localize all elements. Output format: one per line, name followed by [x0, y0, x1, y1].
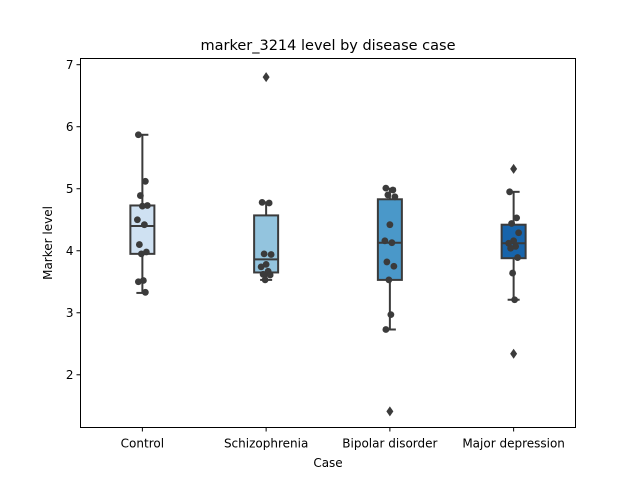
- data-point: [135, 241, 143, 248]
- y-tick-label: 5: [66, 182, 74, 196]
- data-point: [267, 251, 275, 258]
- data-point: [508, 220, 516, 227]
- outlier-marker: [386, 406, 394, 417]
- data-point: [137, 250, 145, 258]
- x-tick-label: Control: [121, 437, 164, 451]
- x-tick-label: Schizophrenia: [224, 437, 308, 451]
- data-point: [507, 244, 515, 252]
- data-point: [141, 288, 149, 296]
- data-point: [383, 258, 391, 266]
- data-point: [257, 263, 265, 271]
- box: [129, 204, 156, 255]
- x-axis: Control Schizophrenia Bipolar disorder Majo…: [121, 427, 565, 451]
- boxes-layer: [129, 72, 527, 417]
- data-point: [384, 191, 392, 199]
- box-group: [253, 72, 280, 281]
- data-point: [386, 221, 394, 229]
- x-tick-label: Bipolar disorder: [342, 437, 437, 451]
- x-axis-label: Case: [313, 456, 342, 470]
- data-point: [134, 278, 142, 286]
- data-point: [511, 296, 519, 304]
- data-point: [141, 177, 149, 185]
- plot-frame: [80, 58, 576, 428]
- data-point: [136, 192, 144, 199]
- data-point: [134, 131, 142, 139]
- y-tick-label: 4: [66, 244, 74, 258]
- box-group: [129, 133, 156, 294]
- plot-area: [80, 58, 576, 428]
- data-point: [261, 276, 269, 284]
- outlier-marker: [510, 348, 518, 359]
- data-point: [391, 193, 399, 201]
- data-point: [387, 311, 395, 319]
- outlier-marker: [262, 72, 270, 83]
- data-point: [381, 237, 389, 245]
- data-point: [390, 262, 398, 270]
- y-axis: 2 3 4 5 6 7: [66, 58, 81, 382]
- outlier-marker: [510, 163, 518, 174]
- data-point: [259, 270, 267, 278]
- data-point: [258, 198, 266, 206]
- data-point: [509, 269, 517, 277]
- y-axis-label: Marker level: [41, 206, 55, 280]
- points-layer: [133, 131, 523, 333]
- data-point: [260, 250, 268, 258]
- x-tick-label: Major depression: [462, 437, 565, 451]
- data-point: [140, 221, 148, 229]
- data-point: [506, 188, 514, 196]
- data-point: [138, 202, 146, 210]
- data-point: [514, 254, 522, 261]
- data-point: [143, 202, 151, 209]
- data-point: [513, 214, 521, 222]
- chart-title: marker_3214 level by disease case: [201, 38, 456, 54]
- data-point: [385, 276, 393, 284]
- y-tick-label: 3: [66, 306, 74, 320]
- data-point: [515, 229, 523, 237]
- box: [376, 198, 403, 281]
- data-point: [389, 186, 397, 194]
- box-group: [500, 163, 527, 359]
- data-point: [266, 271, 274, 279]
- y-tick-label: 6: [66, 120, 74, 134]
- y-tick-label: 2: [66, 368, 74, 382]
- y-tick-label: 7: [66, 58, 74, 72]
- data-point: [382, 184, 390, 192]
- data-point: [133, 216, 141, 224]
- data-point: [265, 199, 273, 207]
- data-point: [388, 239, 396, 247]
- data-point: [382, 326, 390, 333]
